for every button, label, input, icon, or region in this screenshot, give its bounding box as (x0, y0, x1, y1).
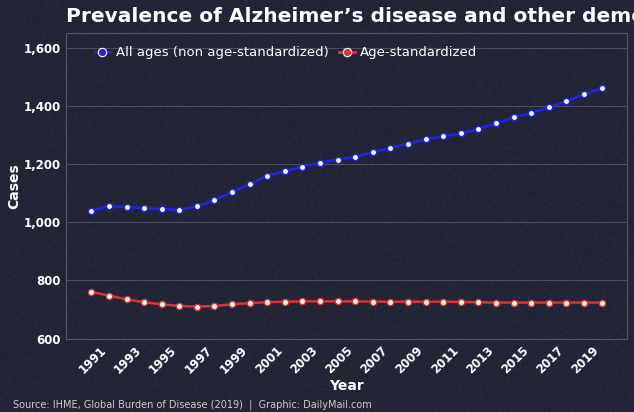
Text: Source: IHME, Global Burden of Disease (2019)  |  Graphic: DailyMail.com: Source: IHME, Global Burden of Disease (… (13, 400, 372, 410)
Text: Prevalence of Alzheimer’s disease and other dementias in US: Prevalence of Alzheimer’s disease and ot… (66, 7, 634, 26)
Y-axis label: Cases: Cases (7, 163, 21, 209)
Legend: All ages (non age-standardized), Age-standardized: All ages (non age-standardized), Age-sta… (89, 41, 482, 65)
X-axis label: Year: Year (329, 379, 364, 393)
